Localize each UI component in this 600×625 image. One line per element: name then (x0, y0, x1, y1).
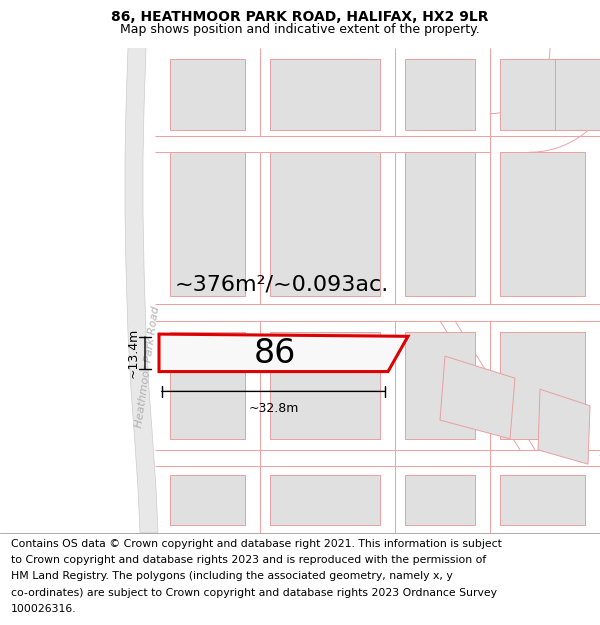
Text: ~32.8m: ~32.8m (248, 402, 299, 416)
Bar (405, 59, 475, 130)
Text: ~376m²/~0.093ac.: ~376m²/~0.093ac. (175, 274, 389, 294)
Polygon shape (125, 48, 158, 532)
Polygon shape (440, 356, 515, 439)
Bar (405, 152, 475, 296)
Polygon shape (538, 389, 590, 464)
Bar (500, 59, 585, 130)
Bar (170, 59, 245, 130)
Text: HM Land Registry. The polygons (including the associated geometry, namely x, y: HM Land Registry. The polygons (includin… (11, 571, 452, 581)
Polygon shape (159, 334, 408, 372)
Bar (500, 475, 585, 525)
Text: 100026316.: 100026316. (11, 604, 76, 614)
Bar (270, 152, 380, 296)
Bar (170, 332, 245, 439)
Text: Map shows position and indicative extent of the property.: Map shows position and indicative extent… (120, 22, 480, 36)
Bar (500, 332, 585, 439)
Bar (270, 332, 380, 439)
Text: co-ordinates) are subject to Crown copyright and database rights 2023 Ordnance S: co-ordinates) are subject to Crown copyr… (11, 588, 497, 598)
Bar (270, 475, 380, 525)
Bar (500, 152, 585, 296)
Text: to Crown copyright and database rights 2023 and is reproduced with the permissio: to Crown copyright and database rights 2… (11, 555, 486, 565)
Bar (405, 475, 475, 525)
Text: Contains OS data © Crown copyright and database right 2021. This information is : Contains OS data © Crown copyright and d… (11, 539, 502, 549)
Text: 86: 86 (254, 338, 296, 371)
Bar (555, 59, 600, 130)
Text: ~13.4m: ~13.4m (127, 328, 140, 378)
Text: 86, HEATHMOOR PARK ROAD, HALIFAX, HX2 9LR: 86, HEATHMOOR PARK ROAD, HALIFAX, HX2 9L… (111, 11, 489, 24)
Bar (270, 59, 380, 130)
Bar (170, 475, 245, 525)
Bar (405, 332, 475, 439)
Bar (170, 152, 245, 296)
Text: Heathmoor Park Road: Heathmoor Park Road (134, 306, 161, 429)
